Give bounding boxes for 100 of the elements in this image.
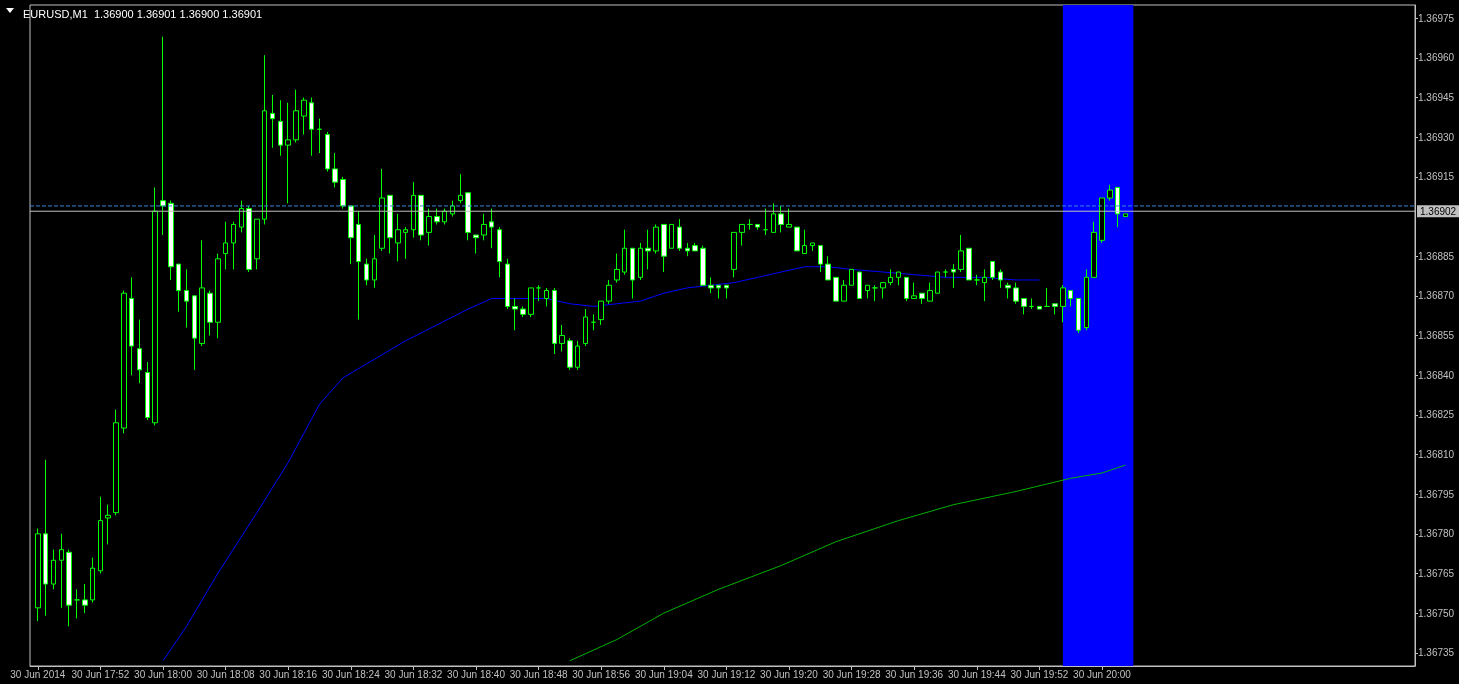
candlestick [998, 268, 1003, 289]
candlestick [121, 290, 127, 434]
candlestick [755, 223, 760, 231]
candlestick [810, 242, 815, 252]
x-tick-label: 30 Jun 17:52 [71, 668, 130, 680]
candlestick [505, 258, 510, 310]
candlestick [520, 305, 526, 318]
candlestick [692, 242, 698, 252]
line-series [569, 464, 1126, 662]
candlestick [794, 226, 800, 252]
candlestick [614, 253, 620, 284]
candlestick [301, 97, 307, 136]
candlestick [270, 94, 275, 149]
x-tick-label: 30 Jun 18:00 [134, 668, 193, 680]
x-tick-label: 30 Jun 19:12 [697, 668, 756, 680]
candlestick [356, 210, 361, 321]
candlestick [293, 89, 299, 143]
candlestick [403, 226, 408, 260]
candlestick [865, 284, 870, 299]
candlestick [426, 208, 432, 247]
candlestick [497, 226, 502, 278]
candlestick [669, 223, 674, 249]
candlestick [1107, 184, 1113, 202]
candlestick [1084, 268, 1089, 331]
y-tick-label: 1.36870 [1418, 290, 1455, 302]
candlestick [35, 528, 41, 622]
x-tick-label: 30 Jun 18:08 [196, 668, 255, 680]
candlestick [1037, 305, 1042, 310]
candlestick [43, 459, 48, 617]
candlestick [325, 131, 330, 173]
candlestick [818, 245, 823, 273]
candlestick [724, 284, 729, 299]
y-tick-label: 1.36855 [1418, 330, 1455, 341]
candlestick [113, 409, 119, 516]
candlestick [778, 205, 784, 233]
candlestick [700, 245, 706, 286]
candlestick [105, 504, 111, 545]
candlestick [98, 496, 103, 574]
y-tick-label: 1.36750 [1418, 607, 1455, 619]
candlestick [966, 247, 972, 281]
x-tick-label: 30 Jun 19:44 [947, 668, 1007, 680]
y-tick-label: 1.36810 [1418, 448, 1455, 460]
candlestick [1123, 213, 1128, 218]
candlestick [1091, 221, 1097, 278]
candlestick [685, 242, 690, 257]
y-tick-label: 1.36945 [1418, 92, 1455, 104]
candlestick [575, 340, 580, 371]
candlestick [51, 549, 56, 590]
ref-line-label: 1.36902 [1420, 205, 1457, 217]
y-tick-label: 1.36735 [1418, 647, 1455, 659]
y-tick-label: 1.36780 [1418, 528, 1455, 540]
candlestick [246, 205, 252, 273]
candlestick [919, 292, 925, 305]
candlestick [168, 200, 174, 281]
candlestick [340, 176, 346, 210]
candlestick [395, 213, 401, 262]
candlestick [473, 234, 479, 255]
candlestick [176, 263, 181, 313]
candlestick [442, 208, 447, 225]
candlestick [528, 287, 534, 318]
candlestick [309, 97, 314, 157]
candlestick [677, 218, 682, 252]
candlestick [231, 221, 236, 270]
candlestick [888, 268, 893, 286]
y-tick-label: 1.36915 [1418, 171, 1455, 183]
candlestick [332, 152, 338, 188]
candlestick [1052, 303, 1058, 315]
candlestick [317, 118, 322, 154]
candlestick [199, 239, 205, 347]
candlestick [90, 557, 95, 604]
chart-title: EURUSD,M1 1.36900 1.36901 1.36900 1.36901 [23, 7, 263, 20]
candlestick [160, 36, 166, 236]
candlestick [82, 583, 88, 614]
candlestick [278, 99, 283, 157]
candlestick [849, 268, 854, 286]
candlestick [152, 186, 158, 426]
candlestick [567, 337, 573, 371]
candlestick [825, 255, 831, 281]
candlestick [387, 194, 393, 255]
candlestick [239, 200, 244, 233]
candlestick [1005, 282, 1011, 299]
candlestick [489, 208, 494, 249]
x-tick-label: 30 Jun 19:04 [634, 668, 694, 680]
candlestick [974, 274, 980, 286]
candlestick [411, 181, 416, 239]
candlestick [1076, 297, 1081, 334]
candlestick [364, 258, 369, 286]
candlestick [74, 588, 80, 619]
candlestick [935, 271, 940, 294]
candlestick [1013, 282, 1019, 305]
candlestick [223, 221, 228, 270]
candlestick [59, 533, 64, 609]
candlestick [622, 229, 627, 276]
y-tick-label: 1.36795 [1418, 488, 1455, 500]
candlestick [857, 271, 862, 299]
candlestick [184, 268, 189, 329]
y-tick-label: 1.36765 [1418, 567, 1455, 579]
candlestick [731, 231, 737, 278]
candlestick [434, 208, 440, 225]
candlestick [262, 54, 267, 225]
